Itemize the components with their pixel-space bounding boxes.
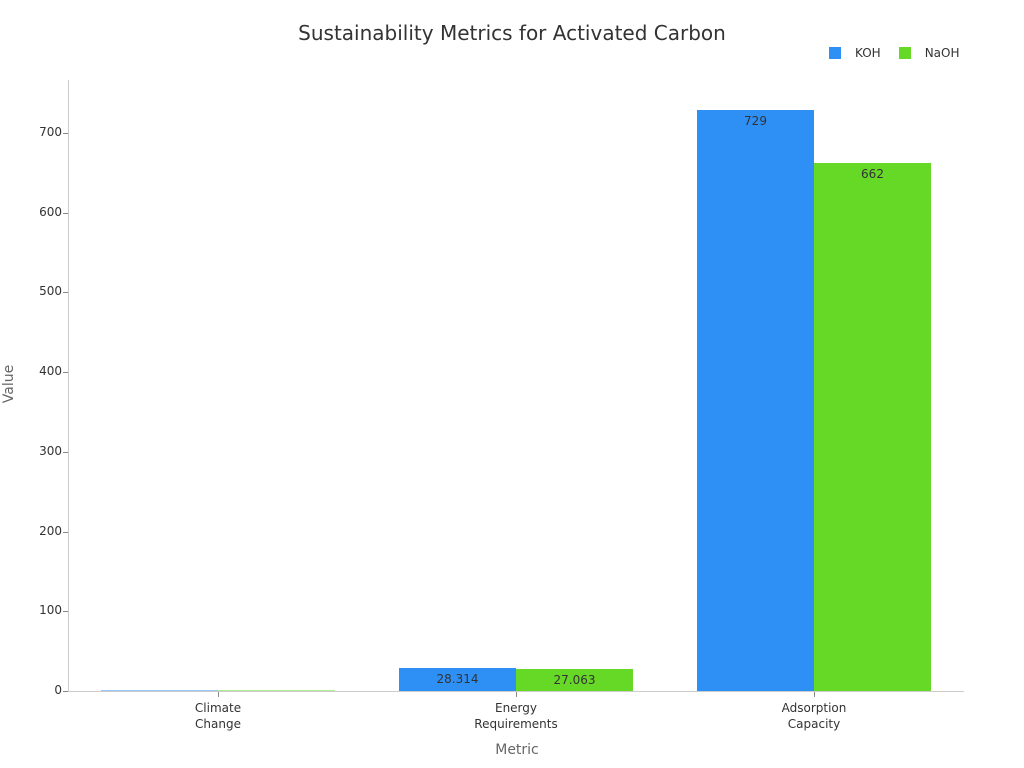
x-tick-label: Adsorption Capacity [781,701,847,731]
legend: KOH NaOH [829,46,978,60]
legend-swatch-koh [829,47,841,59]
bar-naoh [218,690,335,691]
y-tick-label: 400 [39,364,62,379]
legend-item-koh: KOH [829,46,881,60]
x-axis-label: Metric [495,742,539,758]
x-tick-mark [814,692,815,697]
y-tick-mark [63,212,68,214]
y-tick-label: 500 [39,284,62,299]
bar-koh [101,690,218,691]
legend-label-koh: KOH [855,46,881,60]
x-axis [68,691,964,692]
y-tick-label: 100 [39,603,62,618]
bar-naoh: 662 [814,163,931,691]
x-tick-mark [218,692,219,697]
bar-value-label: 28.314 [436,672,479,687]
x-tick-mark [516,692,517,697]
y-tick-label: 600 [39,204,62,219]
y-tick-mark [63,531,68,533]
y-axis-label: Value [1,364,18,404]
legend-swatch-naoh [898,47,911,59]
legend-item-naoh: NaOH [898,46,960,60]
bar-value-label: 662 [861,167,884,182]
y-tick-mark [63,133,68,134]
chart-title: Sustainability Metrics for Activated Car… [298,21,726,45]
legend-label-naoh: NaOH [924,46,960,60]
y-tick-mark [63,691,68,692]
x-tick-label: Energy Requirements [474,701,558,731]
y-tick-mark [63,451,68,453]
bar-value-label: 27.063 [553,673,596,688]
x-tick-label: Climate Change [194,701,242,731]
bar-naoh: 27.063 [516,669,633,691]
y-tick-mark [63,372,68,374]
y-tick-mark [63,292,68,294]
bar-koh: 729 [697,109,814,691]
y-tick-label: 700 [39,125,62,139]
y-tick-label: 0 [54,683,62,697]
y-tick-label: 200 [39,523,62,538]
bar-koh: 28.314 [399,668,516,691]
y-tick-label: 300 [39,443,62,458]
y-tick-mark [63,611,68,613]
bar-value-label: 729 [744,113,767,128]
y-axis [68,80,69,692]
